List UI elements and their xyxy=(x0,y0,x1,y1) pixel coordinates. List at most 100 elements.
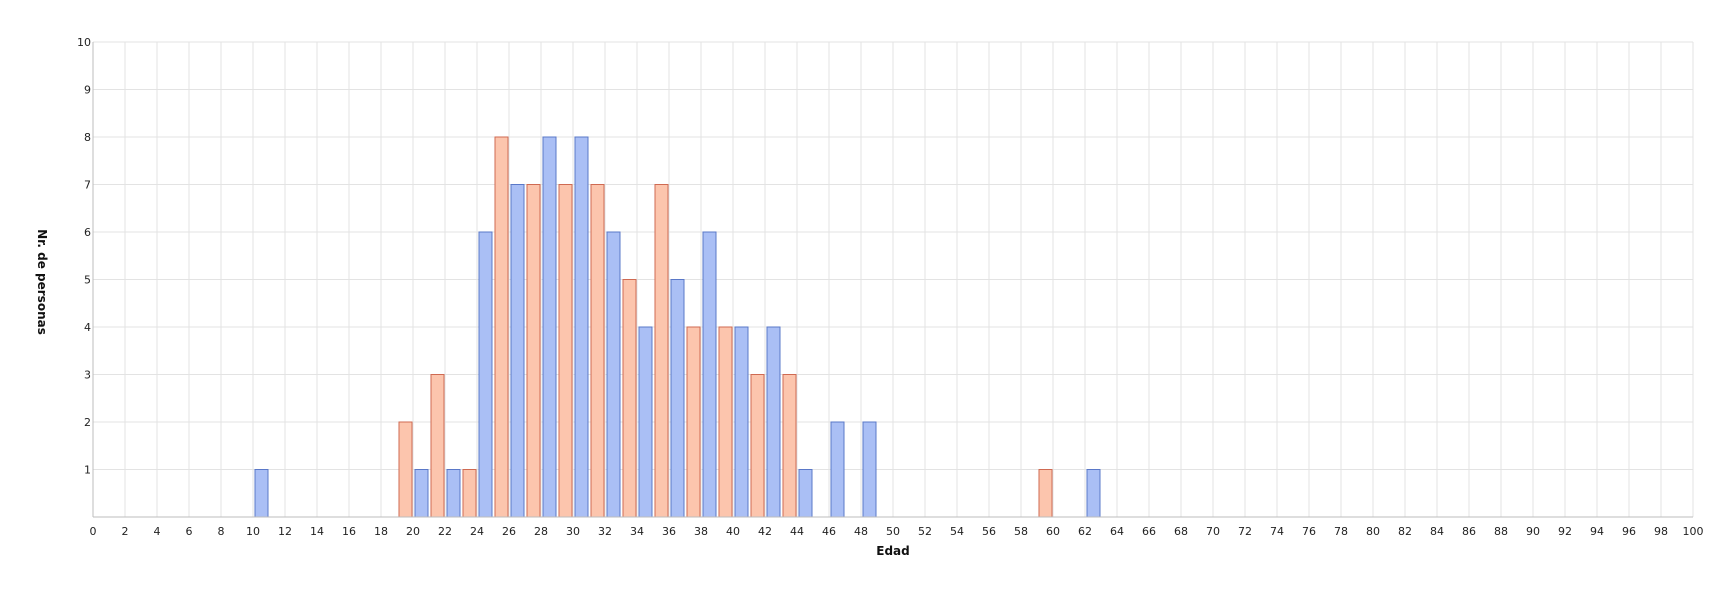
x-tick-label: 48 xyxy=(854,525,868,538)
x-tick-label: 6 xyxy=(186,525,193,538)
bar xyxy=(254,469,269,518)
bar xyxy=(734,326,749,518)
y-tick-label: 9 xyxy=(84,84,91,97)
x-tick-label: 62 xyxy=(1078,525,1092,538)
bar xyxy=(510,184,525,518)
grid xyxy=(92,41,1694,517)
bar xyxy=(622,279,637,518)
x-tick-label: 14 xyxy=(310,525,324,538)
x-tick-label: 72 xyxy=(1238,525,1252,538)
bar xyxy=(702,231,717,518)
y-tick-labels: 1 2 3 4 5 6 7 8 9 10 xyxy=(77,36,91,477)
bar xyxy=(766,326,781,518)
x-tick-label: 98 xyxy=(1654,525,1668,538)
bar xyxy=(542,136,557,518)
y-axis-title: Nr. de personas xyxy=(35,229,49,335)
x-axis-title: Edad xyxy=(876,544,909,558)
x-tick-label: 4 xyxy=(154,525,161,538)
bar xyxy=(478,231,493,518)
x-tick-label: 82 xyxy=(1398,525,1412,538)
x-tick-label: 24 xyxy=(470,525,484,538)
x-tick-label: 92 xyxy=(1558,525,1572,538)
bar xyxy=(606,231,621,518)
y-tick-label: 1 xyxy=(84,464,91,477)
x-tick-label: 28 xyxy=(534,525,548,538)
x-tick-label: 32 xyxy=(598,525,612,538)
x-tick-label: 88 xyxy=(1494,525,1508,538)
y-tick-label: 10 xyxy=(77,36,91,49)
bars xyxy=(254,136,1101,518)
bar xyxy=(398,421,413,518)
bar xyxy=(638,326,653,518)
x-tick-label: 64 xyxy=(1110,525,1124,538)
x-tick-label: 20 xyxy=(406,525,420,538)
bar xyxy=(430,374,445,518)
x-tick-label: 42 xyxy=(758,525,772,538)
bar xyxy=(654,184,669,518)
x-tick-label: 50 xyxy=(886,525,900,538)
x-tick-label: 70 xyxy=(1206,525,1220,538)
x-tick-label: 74 xyxy=(1270,525,1284,538)
x-tick-label: 8 xyxy=(218,525,225,538)
x-tick-label: 94 xyxy=(1590,525,1604,538)
x-tick-label: 12 xyxy=(278,525,292,538)
bar xyxy=(670,279,685,518)
x-tick-label: 22 xyxy=(438,525,452,538)
x-tick-label: 0 xyxy=(90,525,97,538)
bar xyxy=(862,421,877,518)
y-tick-label: 6 xyxy=(84,226,91,239)
x-tick-label: 66 xyxy=(1142,525,1156,538)
x-tick-label: 90 xyxy=(1526,525,1540,538)
y-tick-label: 8 xyxy=(84,131,91,144)
x-tick-label: 18 xyxy=(374,525,388,538)
x-tick-label: 56 xyxy=(982,525,996,538)
bar xyxy=(590,184,605,518)
y-tick-label: 3 xyxy=(84,369,91,382)
x-tick-label: 16 xyxy=(342,525,356,538)
bar xyxy=(462,469,477,518)
x-tick-label: 26 xyxy=(502,525,516,538)
x-tick-label: 78 xyxy=(1334,525,1348,538)
x-tick-label: 80 xyxy=(1366,525,1380,538)
bar xyxy=(414,469,429,518)
bar xyxy=(750,374,765,518)
bar xyxy=(830,421,845,518)
x-tick-label: 96 xyxy=(1622,525,1636,538)
bar xyxy=(558,184,573,518)
bar xyxy=(1086,469,1101,518)
x-tick-label: 44 xyxy=(790,525,804,538)
x-tick-label: 54 xyxy=(950,525,964,538)
x-tick-label: 60 xyxy=(1046,525,1060,538)
bar xyxy=(446,469,461,518)
x-tick-label: 40 xyxy=(726,525,740,538)
x-tick-label: 76 xyxy=(1302,525,1316,538)
x-tick-label: 34 xyxy=(630,525,644,538)
x-tick-label: 52 xyxy=(918,525,932,538)
x-tick-label: 86 xyxy=(1462,525,1476,538)
bar xyxy=(718,326,733,518)
y-tick-label: 5 xyxy=(84,274,91,287)
x-tick-label: 58 xyxy=(1014,525,1028,538)
x-tick-label: 2 xyxy=(122,525,129,538)
bar xyxy=(686,326,701,518)
axes xyxy=(92,42,1693,518)
bar xyxy=(782,374,797,518)
x-tick-label: 30 xyxy=(566,525,580,538)
x-tick-label: 38 xyxy=(694,525,708,538)
bar xyxy=(526,184,541,518)
x-tick-label: 46 xyxy=(822,525,836,538)
x-tick-label: 10 xyxy=(246,525,260,538)
y-tick-label: 2 xyxy=(84,416,91,429)
bar xyxy=(1038,469,1053,518)
x-tick-label: 100 xyxy=(1683,525,1704,538)
x-tick-label: 84 xyxy=(1430,525,1444,538)
bar xyxy=(798,469,813,518)
x-tick-labels: 0 2 4 6 8 10 12 14 16 18 20 22 24 26 28 30 32 34 36 38 40 42 4… xyxy=(90,525,1704,538)
bar xyxy=(494,136,509,518)
y-tick-label: 4 xyxy=(84,321,91,334)
x-tick-label: 36 xyxy=(662,525,676,538)
x-tick-label: 68 xyxy=(1174,525,1188,538)
y-tick-label: 7 xyxy=(84,179,91,192)
bar xyxy=(574,136,589,518)
